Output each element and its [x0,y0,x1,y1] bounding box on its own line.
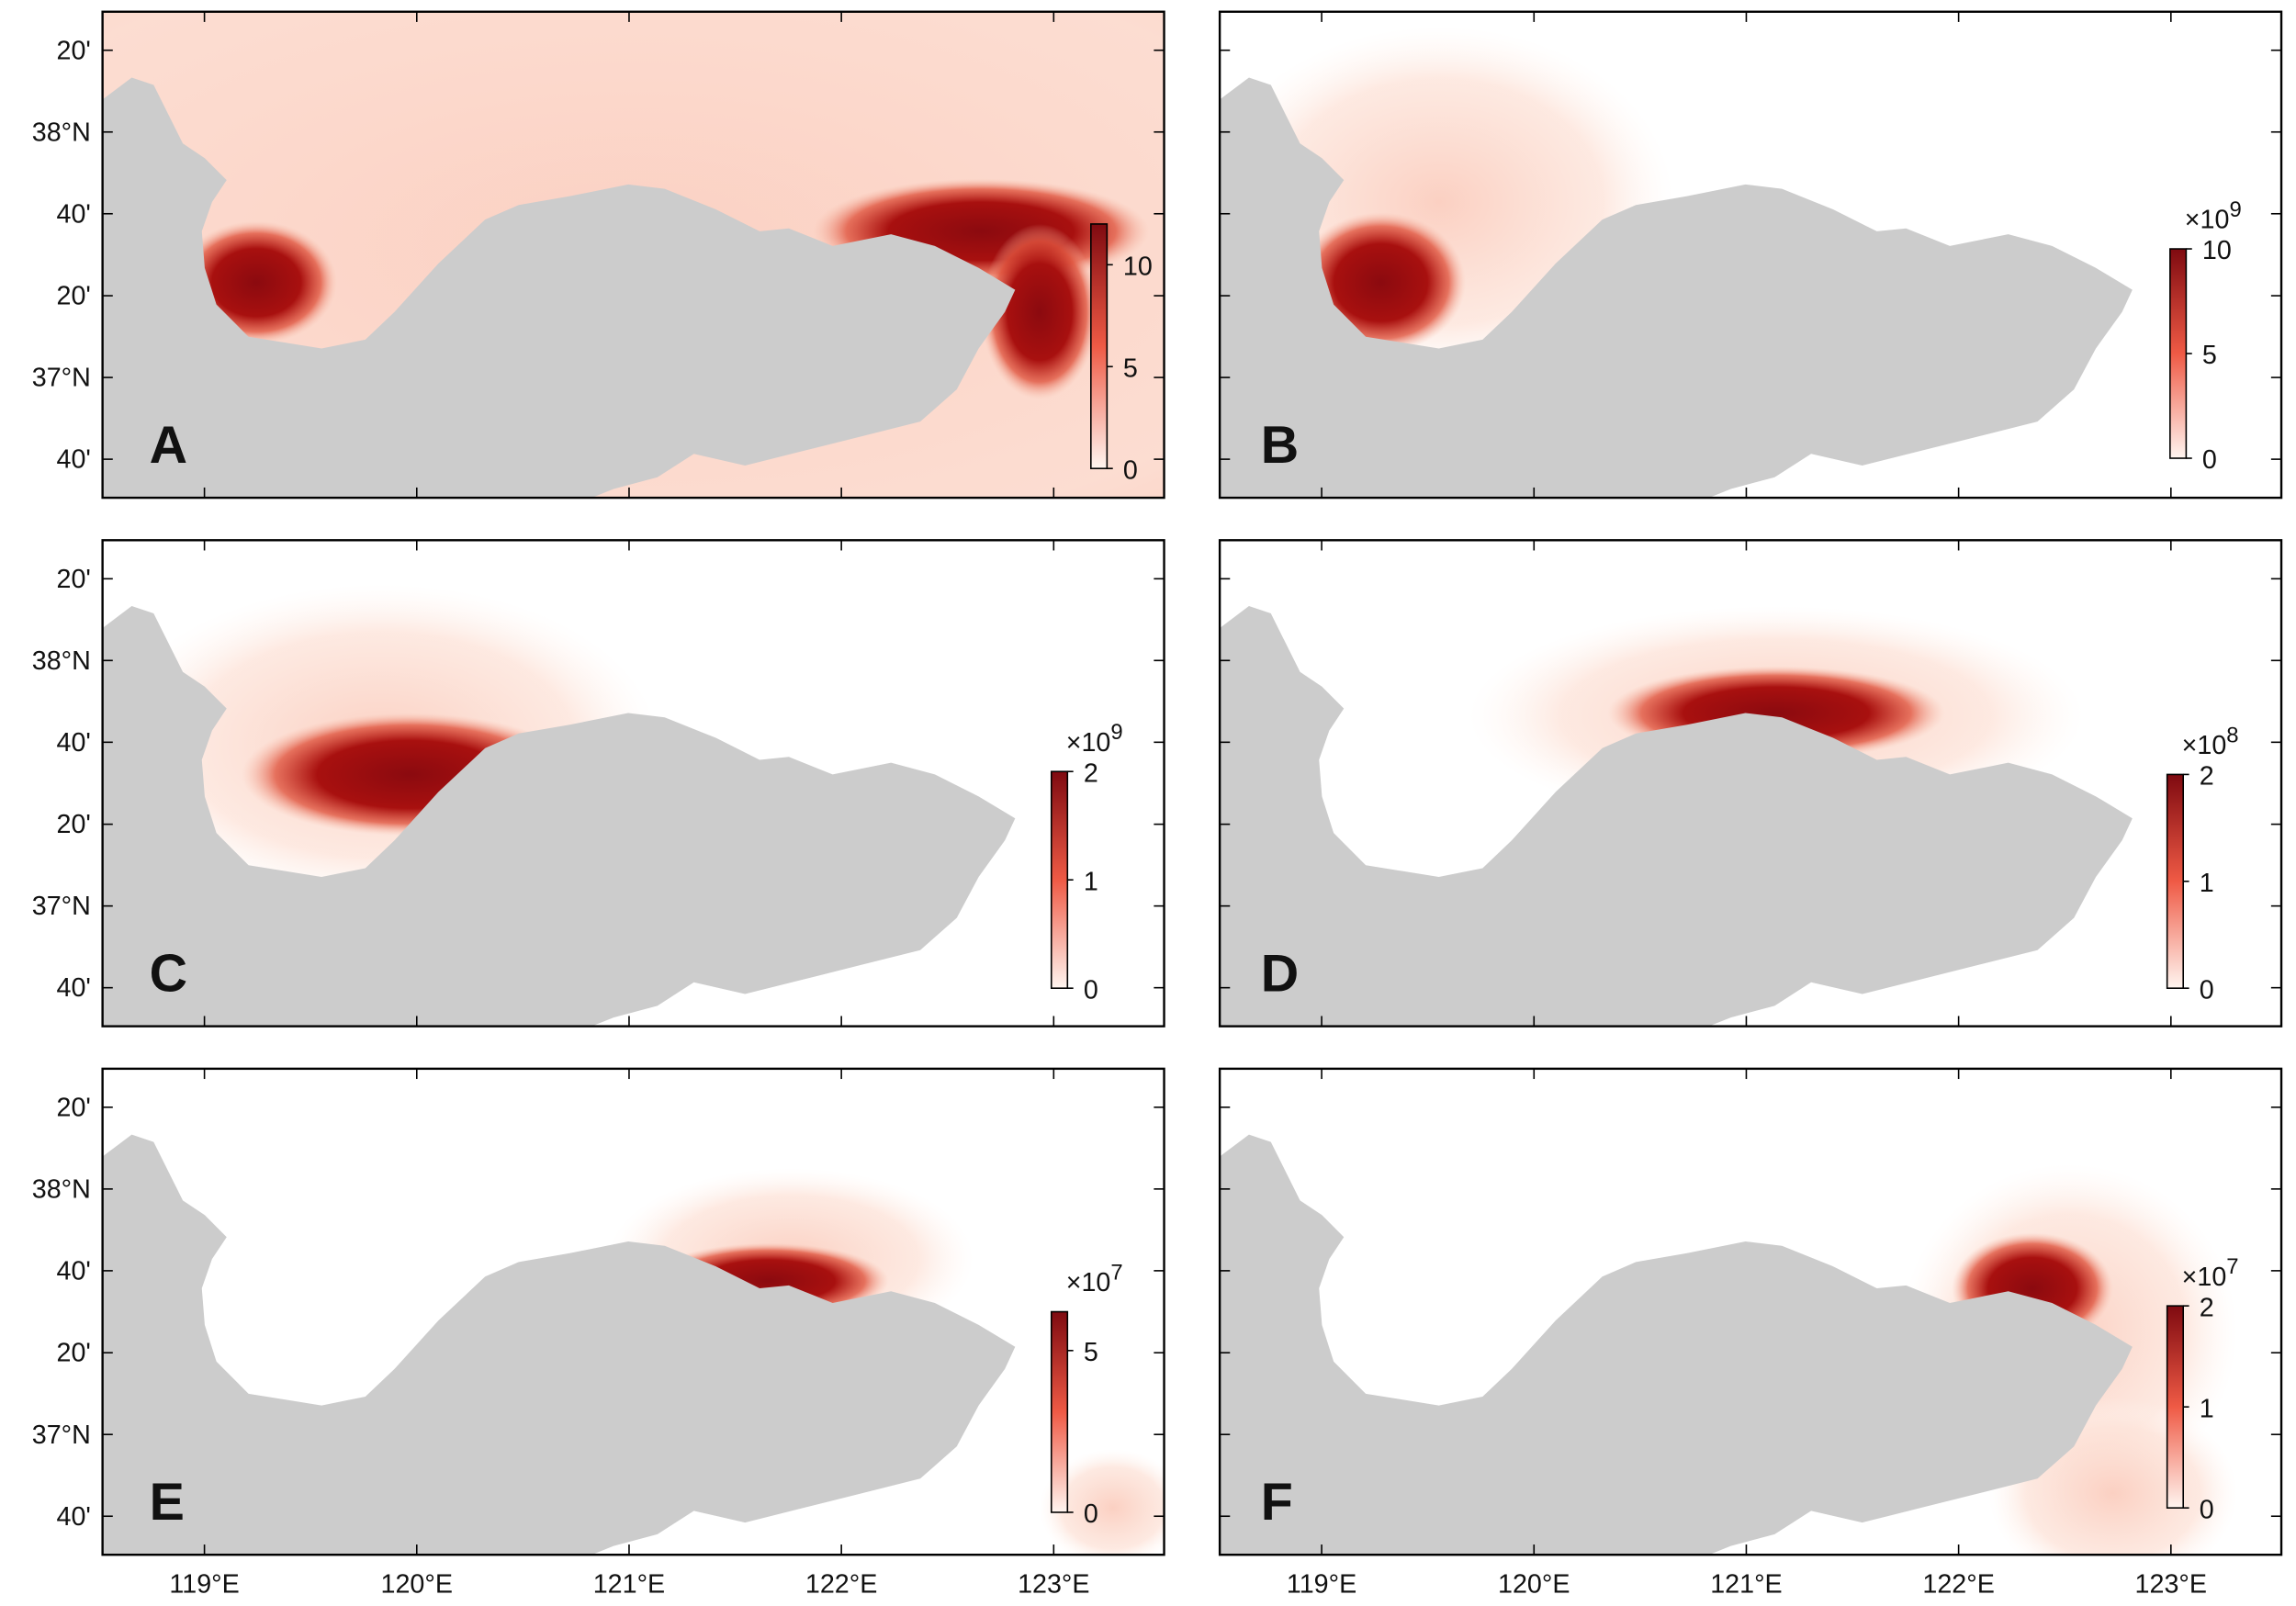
y-tick-label: 40' [56,1256,90,1286]
colorbar-tick-label: 2 [1084,758,1098,788]
y-tick-label: 20' [56,282,90,311]
colorbar-multiplier: ×108 [2182,723,2239,760]
map-area [102,1134,1165,1555]
y-tick-label: 20' [56,36,90,65]
colorbar-multiplier: ×109 [1066,720,1123,758]
colorbar-tick-label: 0 [1084,975,1098,1005]
land [102,606,1016,1027]
y-tick-label: 20' [56,1093,90,1122]
colorbar [1050,770,1069,989]
frame [101,10,1165,500]
colorbar-tick-label: 5 [2202,341,2217,370]
map-area [1220,26,2133,499]
x-tick-label: 123°E [2135,1570,2207,1600]
map-area [1220,606,2133,1027]
colorbar-multiplier: ×107 [2182,1254,2239,1292]
land [102,1134,1016,1555]
colorbar-tick-label: 0 [2200,1495,2214,1524]
colorbar [2166,773,2185,989]
map-panel: 119°E 120°E 121°E 122°E 123°E F 0 1 2×107 [1218,1067,2283,1600]
y-tick-label: 40' [56,973,90,1003]
map-panel: D 0 1 2×108 [1218,539,2283,1028]
colorbar-tick-label: 1 [2200,869,2214,898]
y-tick-label: 40' [56,728,90,758]
x-tick-label: 122°E [1922,1570,1994,1600]
colorbar-tick-label: 1 [2200,1394,2214,1423]
colorbar-tick-label: 5 [1084,1338,1098,1367]
map-area [102,11,1165,499]
x-tick-label: 120°E [1498,1570,1570,1600]
colorbar [1090,223,1109,469]
multiplier-power: 8 [2226,723,2238,747]
colorbar-tick-label: 2 [2200,762,2214,792]
y-tick-label: 38°N [32,118,91,147]
y-tick-label: 40' [56,199,90,229]
multiplier-base: ×10 [2182,1263,2227,1292]
x-tick-label: 120°E [381,1570,453,1600]
map-panel: B 0 5 10×109 [1218,10,2283,500]
colorbar-tick-label: 0 [1123,455,1138,485]
y-tick-label: 37°N [32,364,91,393]
y-tick-label: 38°N [32,1174,91,1204]
map-area [102,584,1016,1027]
multiplier-base: ×10 [2182,731,2227,760]
land [1220,77,2133,499]
multiplier-power: 7 [2226,1254,2238,1279]
multiplier-base: ×10 [1066,1268,1111,1297]
y-tick-label: 20' [56,565,90,594]
x-tick-label: 121°E [1710,1570,1782,1600]
colorbar [2169,248,2188,459]
land [102,77,1016,499]
land [1220,606,2133,1027]
multiplier-base: ×10 [2185,206,2230,235]
panel-letter: C [150,944,187,1003]
colorbar [1050,1310,1069,1513]
land [1220,1134,2133,1555]
colorbar-tick-label: 0 [2200,975,2214,1005]
colorbar [2166,1305,2185,1509]
frame [101,1067,1165,1556]
y-tick-label: 37°N [32,892,91,921]
map-panel: 119°E 120°E 121°E 122°E 123°E 20' 38°N 40' 20' 37… [32,1067,1165,1600]
colorbar-multiplier: ×109 [2185,197,2242,235]
y-tick-label: 20' [56,1339,90,1368]
colorbar-tick-label: 2 [2200,1293,2214,1322]
y-tick-label: 40' [56,1502,90,1532]
y-tick-label: 38°N [32,646,91,676]
multiplier-power: 9 [1110,720,1122,745]
panel-letter: F [1261,1473,1293,1532]
colorbar-tick-label: 10 [2202,236,2232,265]
frame [1218,539,2283,1028]
panel-letter: E [150,1473,185,1532]
multiplier-power: 9 [2229,197,2241,222]
y-tick-label: 37°N [32,1421,91,1450]
map-panel: 20' 38°N 40' 20' 37°N 40' C 0 1 2×109 [32,539,1165,1028]
x-tick-label: 119°E [169,1570,239,1600]
frame [1218,10,2283,500]
panel-letter: D [1261,944,1299,1003]
colorbar-tick-label: 5 [1123,354,1138,383]
x-tick-label: 121°E [593,1570,665,1600]
multiplier-base: ×10 [1066,728,1111,758]
frame [1218,1067,2283,1556]
y-tick-label: 20' [56,810,90,839]
panel-letter: B [1261,416,1299,475]
x-tick-label: 122°E [805,1570,877,1600]
x-tick-label: 123°E [1018,1570,1089,1600]
y-tick-label: 40' [56,445,90,475]
panel-letter: A [150,416,187,475]
colorbar-tick-label: 0 [1084,1499,1098,1529]
colorbar-tick-label: 0 [2202,445,2217,475]
multiplier-power: 7 [1110,1260,1122,1285]
map-area [1220,1134,2238,1555]
colorbar-tick-label: 1 [1084,867,1098,896]
frame [101,539,1165,1028]
x-tick-label: 119°E [1287,1570,1356,1600]
concentration-field [1040,1449,1165,1555]
colorbar-tick-label: 10 [1123,252,1153,281]
concentration-field [981,223,1098,400]
map-panel: 20' 38°N 40' 20' 37°N 40' A 0 5 10 [32,10,1165,500]
colorbar-multiplier: ×107 [1066,1260,1123,1297]
